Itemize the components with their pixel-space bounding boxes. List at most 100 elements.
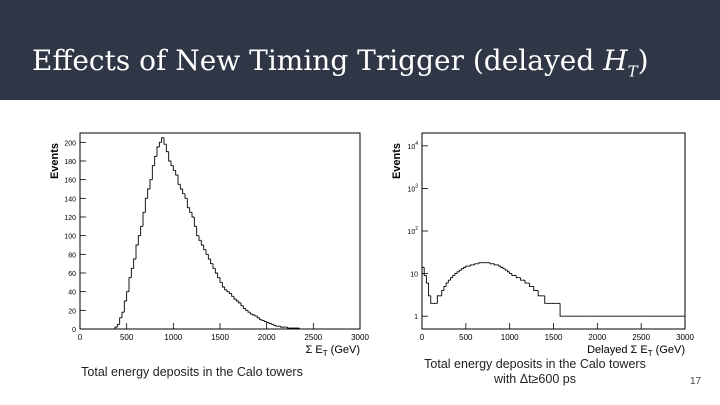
right-x-tick-label: 2000 [588, 333, 606, 342]
left-histogram-bin [126, 291, 129, 301]
left-histogram-bin [228, 291, 232, 294]
left-histogram-bin [219, 277, 223, 283]
left-histogram-bin [266, 321, 269, 323]
right-histogram-bin [445, 282, 449, 287]
left-y-tick-label: 20 [68, 308, 76, 315]
left-histogram-bin [191, 212, 195, 218]
right-histogram-bin [524, 280, 528, 284]
left-y-tick-label: 120 [64, 215, 76, 222]
right-histogram-bin [423, 267, 427, 276]
right-histogram: 0 500 1000 1500 2000 2500 3000110102103104Even… [391, 132, 694, 358]
right-y-tick-exponent: 3 [415, 183, 418, 189]
left-histogram-bin [212, 263, 216, 269]
right-histogram-bin [559, 303, 563, 317]
left-histogram-bin [175, 170, 178, 176]
left-histogram-bin [256, 315, 260, 319]
left-histogram-bin [263, 320, 267, 322]
left-x-tick-label: 1000 [164, 333, 182, 342]
left-y-tick-label: 40 [68, 290, 76, 297]
left-histogram-bin [170, 161, 174, 167]
right-x-axis-label-unit: (GeV) [653, 344, 685, 356]
left-histogram-bin [287, 327, 290, 329]
right-x-tick-label: 1000 [501, 333, 519, 342]
left-y-tick-label: 180 [64, 159, 76, 166]
right-histogram-bin [425, 275, 429, 284]
right-y-tick-label: 102 [407, 226, 418, 236]
left-y-axis-label: Events [49, 143, 61, 179]
left-x-tick-label: 500 [120, 333, 134, 342]
right-y-tick-base: 10 [407, 186, 415, 193]
left-histogram-bin [121, 311, 125, 318]
right-caption-line2: with Δt≥600 ps [494, 372, 576, 386]
right-histogram-bin [454, 273, 458, 276]
left-histogram-bin [163, 137, 167, 145]
left-histogram-bin [254, 315, 258, 317]
left-y-tick-label: 80 [68, 252, 76, 259]
right-histogram-bin [461, 268, 464, 271]
right-y-tick-exponent: 4 [415, 141, 418, 147]
left-histogram-bin [193, 217, 197, 227]
slide-title: Effects of New Timing Trigger (delayed H… [32, 44, 649, 81]
page-number: 17 [690, 376, 702, 387]
left-histogram-bin [114, 326, 118, 329]
right-histogram-bin [528, 283, 532, 287]
left-histogram-bin [135, 244, 139, 259]
right-histogram-bin [447, 279, 451, 284]
left-histogram-bin [128, 277, 132, 292]
right-histogram-bin [428, 283, 431, 297]
right-histogram-bin [493, 263, 497, 266]
right-y-axis-label: Events [391, 143, 403, 179]
left-histogram-bin [189, 207, 192, 213]
right-y-tick-base: 10 [410, 272, 418, 279]
left-y-tick-label: 60 [68, 271, 76, 278]
left-histogram-bin [298, 328, 302, 330]
left-caption-text: Total energy deposits in the Calo towers [81, 365, 303, 379]
right-histogram-bin [465, 265, 469, 268]
left-histogram-bin [179, 184, 183, 190]
left-histogram-bin [151, 165, 155, 180]
left-histogram-bin [207, 254, 211, 260]
left-histogram-bin [205, 249, 209, 255]
left-y-tick-label: 0 [72, 327, 76, 334]
title-bar [0, 0, 720, 100]
left-histogram-bin [203, 245, 206, 251]
right-y-tick-label: 103 [407, 183, 418, 193]
left-histogram-bin [268, 322, 272, 324]
right-histogram-bin [474, 263, 477, 265]
left-histogram-bin [165, 144, 169, 153]
right-histogram-bin [430, 295, 433, 304]
left-histogram-bin [116, 323, 120, 328]
left-histogram-bin [186, 198, 190, 209]
left-histogram-bin [210, 259, 213, 265]
right-histogram-bin [533, 286, 536, 291]
right-caption: Total energy deposits in the Calo towers… [395, 357, 675, 387]
left-x-tick-label: 2500 [304, 333, 322, 342]
left-x-axis-label-main: Σ E [306, 344, 323, 356]
left-x-tick-label: 1500 [211, 333, 229, 342]
right-x-tick-label: 3000 [676, 333, 694, 342]
left-histogram-bin [161, 137, 164, 143]
right-y-tick-label: 104 [407, 141, 418, 151]
left-histogram-bin [270, 323, 274, 325]
left-histogram-bin [214, 268, 218, 274]
left-histogram-bin [235, 299, 239, 302]
right-histogram-bin [515, 275, 519, 279]
left-histogram-panel: 0 500 1000 1500 2000 2500 3000 0 20 40 60 80 100 120 1… [28, 128, 369, 358]
right-histogram-bin [544, 295, 547, 304]
left-histogram-bin [217, 273, 220, 279]
right-histogram-bin [421, 266, 425, 329]
right-x-tick-label: 0 [420, 333, 425, 342]
left-histogram-bin [245, 308, 248, 311]
left-histogram-bin [240, 302, 244, 307]
right-histogram-bin [498, 264, 501, 267]
left-x-tick-label: 0 [78, 333, 83, 342]
left-histogram-bin [140, 225, 143, 236]
left-y-tick-label: 100 [64, 234, 76, 241]
right-histogram-bin [511, 273, 515, 276]
right-histogram-bin [504, 268, 508, 271]
left-histogram-bin [275, 325, 279, 327]
right-histogram-bin [478, 262, 482, 264]
right-plot-frame [421, 132, 686, 330]
left-y-tick-label: 140 [64, 196, 76, 203]
left-histogram-bin [177, 175, 181, 185]
